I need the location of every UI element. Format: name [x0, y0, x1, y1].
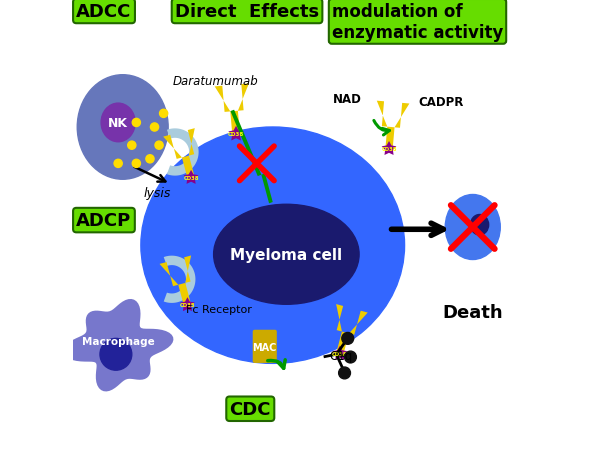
Polygon shape — [349, 311, 368, 335]
Polygon shape — [230, 111, 262, 177]
Polygon shape — [336, 304, 343, 332]
Text: CD38: CD38 — [381, 147, 397, 152]
Polygon shape — [182, 156, 194, 179]
Ellipse shape — [100, 339, 132, 370]
Text: Death: Death — [442, 303, 503, 322]
Circle shape — [132, 160, 140, 168]
Text: NAD: NAD — [332, 93, 361, 106]
Text: CD38: CD38 — [228, 132, 244, 137]
Polygon shape — [215, 86, 230, 113]
Circle shape — [151, 124, 158, 132]
Polygon shape — [395, 104, 409, 128]
Circle shape — [155, 142, 163, 150]
FancyArrowPatch shape — [374, 121, 389, 136]
Text: CD38: CD38 — [332, 351, 347, 356]
Polygon shape — [184, 256, 191, 283]
Ellipse shape — [141, 128, 404, 364]
Polygon shape — [332, 346, 347, 360]
Circle shape — [344, 351, 356, 363]
Ellipse shape — [77, 76, 168, 180]
Polygon shape — [382, 142, 397, 156]
Text: modulation of
enzymatic activity: modulation of enzymatic activity — [332, 3, 503, 42]
Text: MAC: MAC — [253, 342, 277, 352]
Circle shape — [160, 110, 168, 118]
Circle shape — [146, 155, 154, 163]
Polygon shape — [229, 126, 244, 141]
FancyArrowPatch shape — [268, 360, 285, 369]
Circle shape — [128, 142, 136, 150]
Ellipse shape — [445, 195, 500, 260]
Polygon shape — [238, 84, 249, 111]
Text: Daratumumab: Daratumumab — [173, 75, 259, 88]
Text: ADCC: ADCC — [76, 3, 132, 21]
Polygon shape — [178, 283, 191, 306]
Polygon shape — [337, 332, 349, 355]
Ellipse shape — [470, 215, 488, 235]
Text: CD38: CD38 — [184, 176, 199, 181]
Ellipse shape — [101, 104, 135, 142]
Polygon shape — [160, 263, 178, 287]
Ellipse shape — [214, 205, 359, 304]
Text: CD38: CD38 — [179, 303, 195, 308]
Text: CADPR: CADPR — [418, 96, 464, 109]
Polygon shape — [63, 299, 173, 392]
Text: Macrophage: Macrophage — [82, 336, 155, 346]
Polygon shape — [163, 136, 182, 160]
Polygon shape — [164, 256, 196, 303]
Polygon shape — [180, 298, 195, 312]
Circle shape — [114, 160, 122, 168]
Text: C1q: C1q — [329, 349, 353, 362]
Text: ADCP: ADCP — [76, 212, 131, 230]
Polygon shape — [377, 101, 387, 127]
Text: Direct  Effects: Direct Effects — [175, 3, 319, 21]
Circle shape — [338, 367, 350, 379]
Polygon shape — [167, 129, 199, 176]
Text: CDC: CDC — [230, 400, 271, 418]
Polygon shape — [385, 127, 395, 150]
Polygon shape — [188, 129, 195, 156]
FancyBboxPatch shape — [253, 330, 277, 363]
Text: Fc Receptor: Fc Receptor — [187, 304, 252, 314]
Text: NK: NK — [108, 116, 128, 130]
Text: lysis: lysis — [143, 187, 170, 200]
Polygon shape — [262, 174, 273, 204]
Text: Myeloma cell: Myeloma cell — [230, 247, 343, 262]
Polygon shape — [230, 111, 240, 135]
Circle shape — [132, 119, 140, 127]
Circle shape — [342, 333, 353, 344]
Polygon shape — [184, 171, 199, 184]
